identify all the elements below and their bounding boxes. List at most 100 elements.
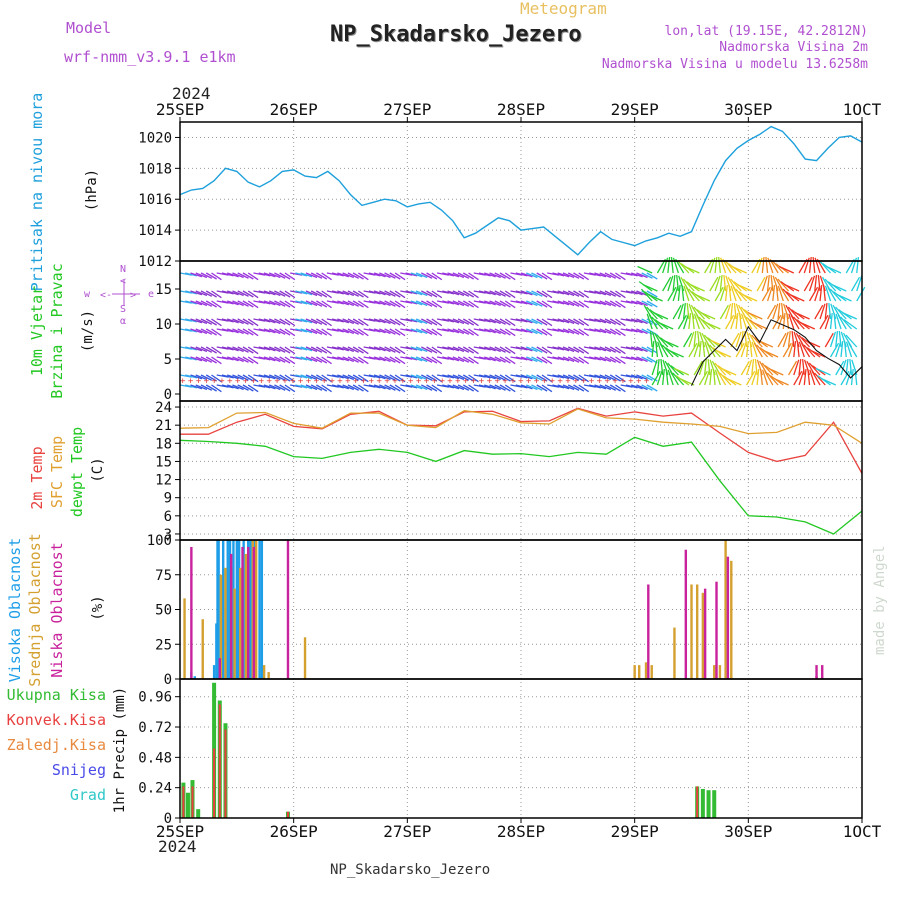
wind-barb [726,377,742,386]
wind-barb [415,290,428,297]
wind-barb [714,286,724,302]
wind-barb [761,257,765,274]
wind-barb [352,318,364,326]
wind-barb [845,334,858,348]
wind-gust-mark: + [400,377,406,387]
wind-barb [557,328,570,334]
wind-barb [824,285,832,302]
cloud-bar [193,676,196,679]
wind-gust-mark: + [219,377,225,387]
wind-barb [636,300,648,307]
x-tick-label-top: 27SEP [383,100,431,119]
wind-barb [696,314,706,330]
wind-barb [756,369,760,386]
wind-gust-mark: + [180,377,186,387]
elevation-text: Nadmorska Visina 2m [719,40,868,55]
wind-barb [656,369,663,386]
wind-barb [599,300,612,307]
wind-barb [625,318,638,323]
wind-barb [745,359,753,376]
wind-barb [342,346,355,353]
temp-unit: (C) [90,457,106,482]
wind-barb [594,328,607,334]
wind-barb [410,346,423,352]
wind-barb [562,346,575,353]
wind-barb [452,290,465,297]
wind-barb [552,384,565,389]
wind-barb [735,313,739,330]
wind-barb [305,328,318,335]
wind-barb [415,374,428,381]
wind-barb [410,290,423,296]
wind-barb [442,384,455,389]
wind-barb [321,328,332,337]
x-tick-label-bottom: 29SEP [611,822,659,841]
wind-barb [724,303,732,320]
wind-barb [321,290,332,299]
wind-barb [772,275,779,292]
wind-barb [526,300,538,307]
wind-barb [295,300,308,305]
wind-barb [552,346,565,351]
wind-gust-mark: + [550,377,556,387]
wind-barb [284,384,296,393]
wind-barb [352,290,364,298]
wind-barb [499,272,511,280]
wind-barb [649,331,653,348]
wind-barb [541,356,553,365]
wind-barb [274,272,286,279]
wind-barb [211,300,222,309]
wind-barb [520,328,533,334]
cloud-bar [252,546,256,679]
wind-barb [812,257,816,274]
wind-barb [405,346,418,351]
wind-barb [567,290,580,297]
wind-barb [499,290,511,298]
wind-barb [723,275,727,292]
wind-barb [784,283,800,292]
wind-gust-mark: + [345,377,351,387]
precip-bars [181,682,717,818]
cloud-bar [226,540,229,679]
wind-barb [221,384,234,389]
wind-barb [536,384,548,392]
temp2m-label: 2m Temp [28,446,46,509]
year-top: 2024 [172,84,211,103]
wind-barb [709,359,716,376]
wind-barb [352,356,364,364]
wind-barb [667,286,677,302]
wind-barb [237,356,249,363]
cloud-bar [286,540,290,679]
cloud-bar [235,540,239,679]
wind-barb [567,356,580,363]
wind-legend-e: e [148,289,154,300]
wind-barb [489,356,501,363]
wind-barb [337,318,349,324]
wind-barb [504,346,516,355]
wind-barb [358,318,369,327]
cloud-bar [713,665,716,679]
wind-barb [227,290,239,296]
wind-barb [770,275,774,292]
wind-barb [247,300,259,309]
wind-barb [630,374,643,380]
wind-barb [746,370,756,386]
wind-barb [836,293,852,302]
wind-barb [520,300,533,306]
wind-barb [790,314,800,330]
cloud-bar [217,540,220,679]
wind-barb [754,359,758,376]
wind-barb [426,356,438,364]
wind-barb [777,278,790,292]
wind-gust-mark: + [322,377,328,387]
wind-barb [211,356,222,365]
grid-lines [293,122,749,818]
wind-barb [764,370,774,386]
wind-barb [389,290,401,298]
wind-barb [347,290,359,297]
wind-barb [232,300,244,307]
wind-barb [646,300,658,308]
wind-barb [384,300,396,307]
wind-barb [609,374,621,382]
wind-barb [200,384,213,391]
